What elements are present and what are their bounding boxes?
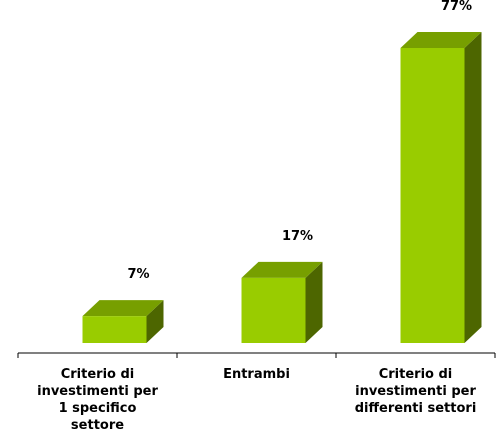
category-label: Criterio di investimenti per 1 specifico…	[37, 367, 158, 433]
value-label: 77%	[441, 0, 472, 14]
bar	[82, 300, 164, 343]
bar-top	[82, 300, 164, 317]
bar-front	[82, 316, 147, 343]
value-label: 17%	[282, 229, 313, 244]
bar-front	[241, 277, 306, 343]
bar-top	[241, 261, 323, 278]
bar-side	[146, 300, 164, 343]
value-label: 7%	[127, 267, 149, 282]
bar	[400, 32, 482, 343]
category-label: Entrambi	[223, 367, 290, 382]
category-label: Criterio di investimenti per differenti …	[354, 367, 477, 416]
bar-top	[400, 32, 482, 48]
bar	[241, 261, 323, 343]
bar-side	[305, 261, 323, 343]
bar-front	[400, 48, 465, 343]
bar-side	[464, 32, 482, 343]
